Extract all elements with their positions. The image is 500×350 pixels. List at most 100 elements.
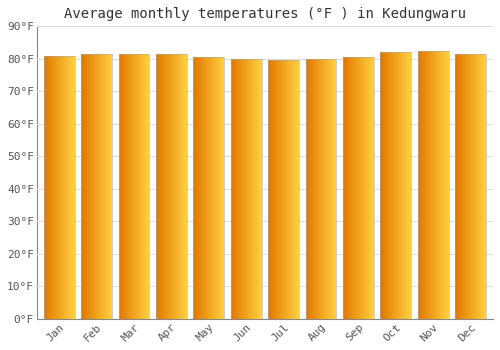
Bar bbox=[318, 59, 319, 319]
Bar bbox=[324, 59, 326, 319]
Bar bbox=[102, 54, 104, 319]
Bar bbox=[148, 54, 150, 319]
Bar bbox=[472, 54, 473, 319]
Bar bbox=[331, 59, 332, 319]
Bar bbox=[146, 54, 147, 319]
Bar bbox=[395, 52, 396, 319]
Bar bbox=[461, 54, 462, 319]
Bar bbox=[159, 54, 160, 319]
Bar bbox=[474, 54, 475, 319]
Bar bbox=[123, 54, 124, 319]
Bar bbox=[315, 59, 316, 319]
Bar bbox=[372, 57, 373, 319]
Bar bbox=[422, 51, 423, 319]
Bar bbox=[430, 51, 431, 319]
Bar bbox=[273, 61, 274, 319]
Bar bbox=[313, 59, 314, 319]
Bar bbox=[44, 56, 45, 319]
Bar bbox=[423, 51, 424, 319]
Bar bbox=[308, 59, 310, 319]
Bar bbox=[268, 61, 299, 319]
Bar bbox=[464, 54, 465, 319]
Bar bbox=[344, 57, 345, 319]
Bar bbox=[434, 51, 435, 319]
Bar bbox=[289, 61, 290, 319]
Bar bbox=[163, 54, 164, 319]
Bar bbox=[432, 51, 433, 319]
Bar bbox=[222, 57, 223, 319]
Bar bbox=[298, 61, 299, 319]
Bar bbox=[236, 59, 237, 319]
Bar bbox=[418, 51, 448, 319]
Bar bbox=[328, 59, 329, 319]
Bar bbox=[202, 57, 203, 319]
Bar bbox=[205, 57, 206, 319]
Bar bbox=[479, 54, 480, 319]
Bar bbox=[435, 51, 436, 319]
Bar bbox=[138, 54, 139, 319]
Bar bbox=[259, 59, 260, 319]
Bar bbox=[408, 52, 410, 319]
Bar bbox=[388, 52, 389, 319]
Bar bbox=[359, 57, 360, 319]
Bar bbox=[258, 59, 259, 319]
Bar bbox=[323, 59, 324, 319]
Bar bbox=[381, 52, 382, 319]
Bar bbox=[86, 54, 87, 319]
Bar bbox=[260, 59, 261, 319]
Bar bbox=[475, 54, 476, 319]
Bar bbox=[177, 54, 178, 319]
Bar bbox=[54, 56, 55, 319]
Bar bbox=[101, 54, 102, 319]
Bar bbox=[312, 59, 313, 319]
Bar bbox=[66, 56, 67, 319]
Bar bbox=[110, 54, 112, 319]
Bar bbox=[357, 57, 358, 319]
Bar bbox=[480, 54, 481, 319]
Bar bbox=[356, 57, 357, 319]
Bar bbox=[407, 52, 408, 319]
Bar bbox=[72, 56, 74, 319]
Bar bbox=[362, 57, 364, 319]
Bar bbox=[290, 61, 291, 319]
Bar bbox=[429, 51, 430, 319]
Bar bbox=[389, 52, 390, 319]
Bar bbox=[120, 54, 121, 319]
Bar bbox=[320, 59, 321, 319]
Bar bbox=[392, 52, 394, 319]
Bar bbox=[297, 61, 298, 319]
Bar bbox=[321, 59, 322, 319]
Bar bbox=[194, 57, 224, 319]
Bar bbox=[209, 57, 210, 319]
Bar bbox=[456, 54, 486, 319]
Bar bbox=[484, 54, 486, 319]
Bar bbox=[166, 54, 167, 319]
Bar bbox=[294, 61, 295, 319]
Bar bbox=[160, 54, 161, 319]
Bar bbox=[482, 54, 483, 319]
Bar bbox=[176, 54, 177, 319]
Bar bbox=[386, 52, 387, 319]
Bar bbox=[436, 51, 437, 319]
Bar bbox=[108, 54, 109, 319]
Bar bbox=[405, 52, 406, 319]
Bar bbox=[403, 52, 404, 319]
Bar bbox=[404, 52, 405, 319]
Bar bbox=[311, 59, 312, 319]
Bar bbox=[168, 54, 169, 319]
Bar bbox=[250, 59, 251, 319]
Bar bbox=[56, 56, 58, 319]
Bar bbox=[145, 54, 146, 319]
Bar bbox=[158, 54, 159, 319]
Bar bbox=[272, 61, 273, 319]
Bar bbox=[319, 59, 320, 319]
Bar bbox=[244, 59, 245, 319]
Bar bbox=[210, 57, 211, 319]
Bar bbox=[282, 61, 283, 319]
Bar bbox=[129, 54, 130, 319]
Bar bbox=[221, 57, 222, 319]
Bar bbox=[161, 54, 162, 319]
Bar bbox=[458, 54, 459, 319]
Bar bbox=[351, 57, 352, 319]
Bar bbox=[370, 57, 372, 319]
